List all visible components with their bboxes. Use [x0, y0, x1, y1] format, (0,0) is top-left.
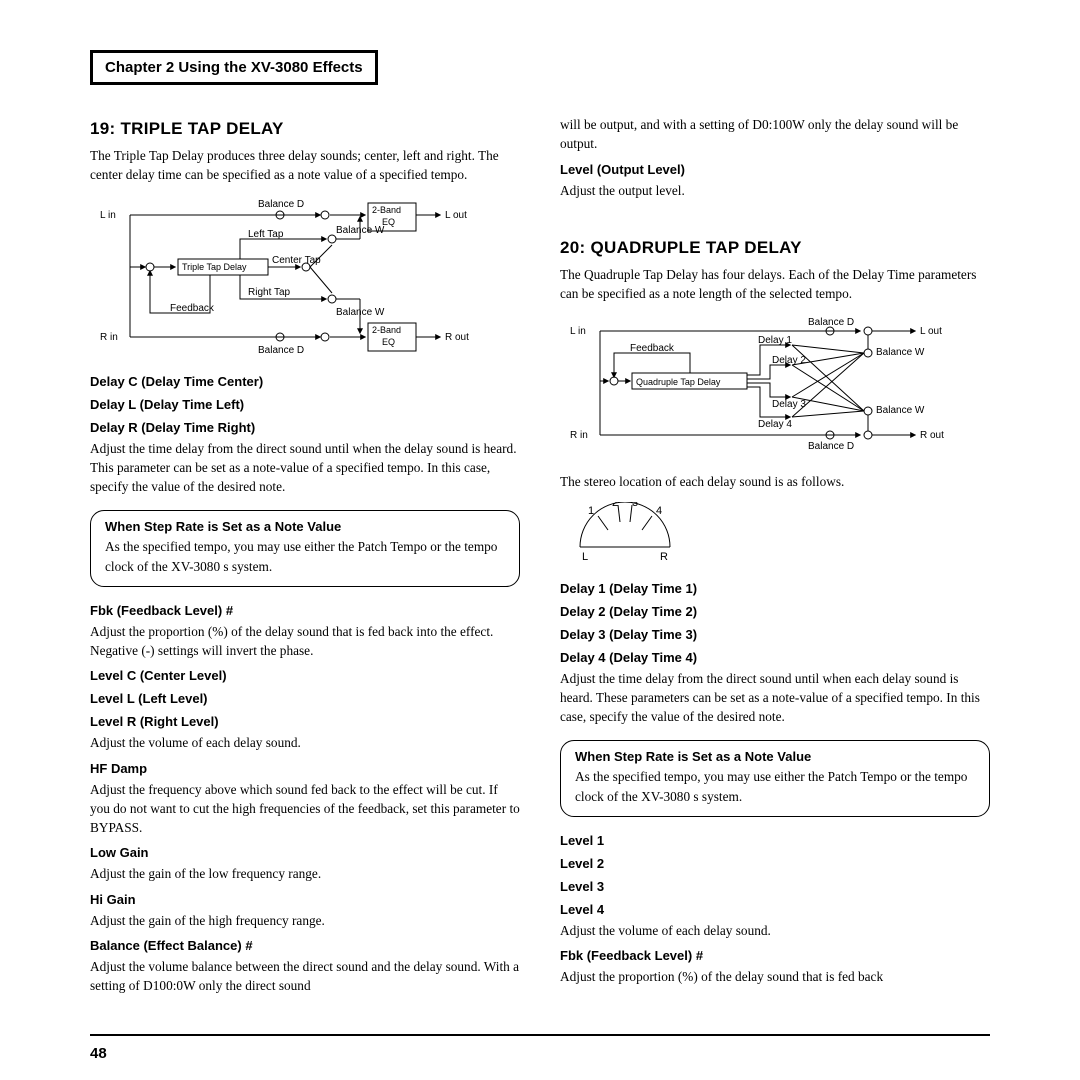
heading-d4: Delay 4 (Delay Time 4)	[560, 650, 990, 665]
svg-text:Balance W: Balance W	[876, 347, 925, 358]
svg-text:EQ: EQ	[382, 337, 395, 347]
svg-text:L out: L out	[445, 210, 467, 221]
svg-text:R in: R in	[570, 430, 588, 441]
svg-text:Quadruple Tap Delay: Quadruple Tap Delay	[636, 377, 721, 387]
heading-l1: Level 1	[560, 833, 990, 848]
svg-text:Balance D: Balance D	[808, 441, 854, 452]
svg-text:L in: L in	[570, 326, 586, 337]
heading-output-level: Level (Output Level)	[560, 162, 990, 177]
content-columns: 19: TRIPLE TAP DELAY The Triple Tap Dela…	[90, 115, 990, 1001]
hi-body: Adjust the gain of the high frequency ra…	[90, 911, 520, 930]
stereo-caption: The stereo location of each delay sound …	[560, 472, 990, 491]
note-body: As the specified tempo, you may use eith…	[105, 537, 505, 576]
stereo-arc-diagram: 1 2 3 4 L R	[560, 502, 990, 567]
heading-balance: Balance (Effect Balance) #	[90, 938, 520, 953]
lvl-body: Adjust the volume of each delay sound.	[90, 733, 520, 752]
footer-rule	[90, 1034, 990, 1036]
svg-text:2-Band: 2-Band	[372, 205, 401, 215]
heading-d2: Delay 2 (Delay Time 2)	[560, 604, 990, 619]
svg-text:R in: R in	[100, 332, 118, 343]
svg-text:L in: L in	[100, 210, 116, 221]
section-19-title: 19: TRIPLE TAP DELAY	[90, 119, 520, 139]
svg-text:Balance W: Balance W	[336, 307, 385, 318]
low-body: Adjust the gain of the low frequency ran…	[90, 864, 520, 883]
heading-l4: Level 4	[560, 902, 990, 917]
svg-text:Delay 4: Delay 4	[758, 419, 792, 430]
heading-delay-c: Delay C (Delay Time Center)	[90, 374, 520, 389]
svg-text:L: L	[582, 551, 588, 562]
lvl-body-right: Adjust the volume of each delay sound.	[560, 921, 990, 940]
heading-fbk: Fbk (Feedback Level) #	[90, 603, 520, 618]
note-title-right: When Step Rate is Set as a Note Value	[575, 749, 975, 764]
svg-text:Right Tap: Right Tap	[248, 287, 291, 298]
svg-text:Balance W: Balance W	[336, 225, 385, 236]
svg-text:EQ: EQ	[382, 217, 395, 227]
chapter-header: Chapter 2 Using the XV-3080 Effects	[90, 50, 378, 85]
svg-text:R out: R out	[920, 430, 944, 441]
section-20-intro: The Quadruple Tap Delay has four delays.…	[560, 265, 990, 304]
svg-text:Balance W: Balance W	[876, 405, 925, 416]
heading-hf: HF Damp	[90, 761, 520, 776]
delay-body-right: Adjust the time delay from the direct so…	[560, 669, 990, 727]
heading-d3: Delay 3 (Delay Time 3)	[560, 627, 990, 642]
heading-delay-r: Delay R (Delay Time Right)	[90, 420, 520, 435]
svg-text:Balance D: Balance D	[258, 199, 304, 210]
page-number: 48	[90, 1045, 107, 1062]
heading-level-l: Level L (Left Level)	[90, 691, 520, 706]
note-box-left: When Step Rate is Set as a Note Value As…	[90, 510, 520, 587]
svg-text:Feedback: Feedback	[170, 303, 215, 314]
svg-text:3: 3	[632, 502, 638, 509]
note-box-right: When Step Rate is Set as a Note Value As…	[560, 740, 990, 817]
heading-low: Low Gain	[90, 845, 520, 860]
fbk-body: Adjust the proportion (%) of the delay s…	[90, 622, 520, 661]
svg-text:Delay 2: Delay 2	[772, 355, 806, 366]
svg-text:Center Tap: Center Tap	[272, 255, 321, 266]
svg-text:Triple Tap Delay: Triple Tap Delay	[182, 262, 247, 272]
svg-text:Balance D: Balance D	[258, 345, 304, 355]
svg-text:1: 1	[588, 505, 594, 517]
svg-text:Feedback: Feedback	[630, 343, 675, 354]
heading-fbk-right: Fbk (Feedback Level) #	[560, 948, 990, 963]
fbk-body-right: Adjust the proportion (%) of the delay s…	[560, 967, 990, 986]
quad-tap-diagram: L in R in L out R out Balance D Balance …	[560, 313, 990, 458]
left-column: 19: TRIPLE TAP DELAY The Triple Tap Dela…	[90, 115, 520, 1001]
heading-l2: Level 2	[560, 856, 990, 871]
right-column: will be output, and with a setting of D0…	[560, 115, 990, 1001]
bal-body: Adjust the volume balance between the di…	[90, 957, 520, 996]
delay-body: Adjust the time delay from the direct so…	[90, 439, 520, 497]
svg-text:2: 2	[612, 502, 618, 509]
heading-level-c: Level C (Center Level)	[90, 668, 520, 683]
svg-text:Balance D: Balance D	[808, 317, 854, 328]
note-title: When Step Rate is Set as a Note Value	[105, 519, 505, 534]
triple-tap-diagram: L in R in L out R out Balance D Balance …	[90, 195, 520, 360]
heading-level-r: Level R (Right Level)	[90, 714, 520, 729]
note-body-right: As the specified tempo, you may use eith…	[575, 767, 975, 806]
svg-text:L out: L out	[920, 326, 942, 337]
heading-l3: Level 3	[560, 879, 990, 894]
section-19-intro: The Triple Tap Delay produces three dela…	[90, 146, 520, 185]
svg-text:R: R	[660, 551, 668, 562]
svg-text:R out: R out	[445, 332, 469, 343]
svg-text:2-Band: 2-Band	[372, 325, 401, 335]
bal-continued: will be output, and with a setting of D0…	[560, 115, 990, 154]
svg-text:Left Tap: Left Tap	[248, 229, 284, 240]
hf-body: Adjust the frequency above which sound f…	[90, 780, 520, 838]
heading-delay-l: Delay L (Delay Time Left)	[90, 397, 520, 412]
section-20-title: 20: QUADRUPLE TAP DELAY	[560, 238, 990, 258]
svg-text:4: 4	[656, 505, 662, 517]
heading-d1: Delay 1 (Delay Time 1)	[560, 581, 990, 596]
svg-text:Delay 1: Delay 1	[758, 335, 792, 346]
heading-hi: Hi Gain	[90, 892, 520, 907]
output-level-body: Adjust the output level.	[560, 181, 990, 200]
svg-text:Delay 3: Delay 3	[772, 399, 806, 410]
